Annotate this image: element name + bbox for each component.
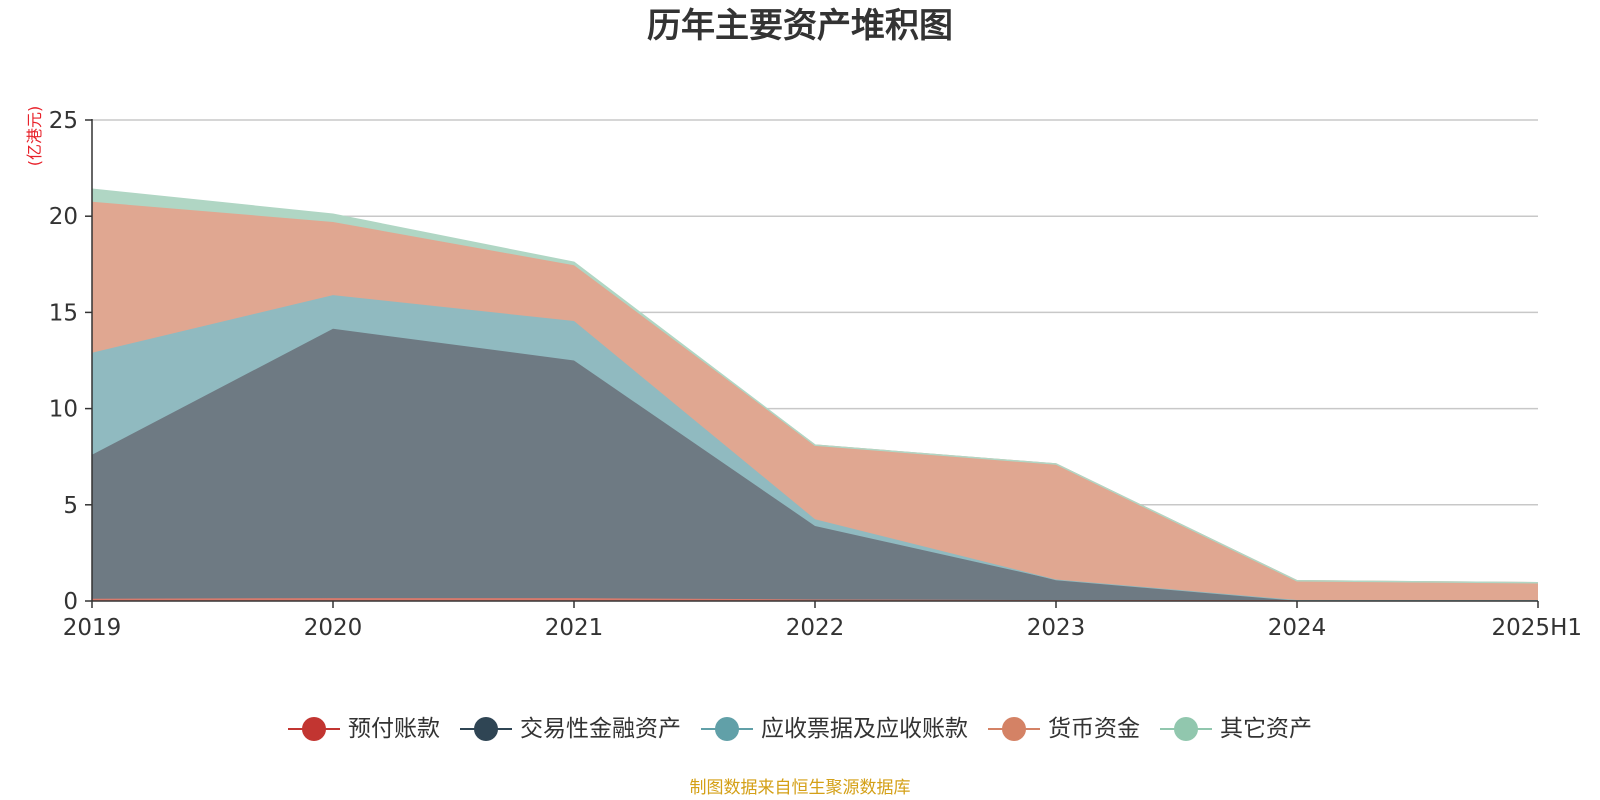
- legend-label: 预付账款: [348, 716, 440, 742]
- legend: 预付账款 交易性金融资产 应收票据及应收账款 货币资金 其它资产: [0, 714, 1600, 744]
- y-tick-label: 25: [49, 108, 78, 134]
- y-tick-label: 10: [49, 397, 78, 423]
- legend-label: 货币资金: [1048, 716, 1140, 742]
- x-tick-label: 2020: [304, 615, 363, 641]
- x-tick-label: 2022: [786, 615, 845, 641]
- area-series-2: [92, 295, 1538, 601]
- legend-label: 应收票据及应收账款: [761, 716, 968, 742]
- area-edge-series-4: [91, 188, 1539, 584]
- legend-marker-icon: [288, 714, 340, 744]
- legend-item-0[interactable]: 预付账款: [288, 714, 440, 744]
- x-tick-label: 2023: [1027, 615, 1086, 641]
- area-series-3: [92, 201, 1538, 601]
- area-layer: [91, 188, 1539, 601]
- axes: 0 5 10 15 20 25 2019 2020 2021 2022 2023 2024 2025H1: [49, 108, 1582, 641]
- x-tick-label: 2025H1: [1492, 615, 1582, 641]
- legend-item-1[interactable]: 交易性金融资产: [460, 714, 681, 744]
- legend-marker-icon: [460, 714, 512, 744]
- legend-item-2[interactable]: 应收票据及应收账款: [701, 714, 968, 744]
- legend-marker-icon: [701, 714, 753, 744]
- y-tick-label: 20: [49, 204, 78, 230]
- x-tick-label: 2021: [545, 615, 604, 641]
- y-tick-label: 0: [63, 589, 78, 615]
- legend-item-4[interactable]: 其它资产: [1160, 714, 1312, 744]
- legend-label: 交易性金融资产: [520, 716, 681, 742]
- x-tick-label: 2019: [63, 615, 122, 641]
- legend-item-3[interactable]: 货币资金: [988, 714, 1140, 744]
- x-tick-label: 2024: [1268, 615, 1327, 641]
- chart-title: 历年主要资产堆积图: [647, 6, 953, 46]
- legend-label: 其它资产: [1220, 716, 1312, 742]
- y-tick-label: 15: [49, 300, 78, 326]
- source-note: 制图数据来自恒生聚源数据库: [689, 778, 911, 798]
- legend-marker-icon: [1160, 714, 1212, 744]
- y-tick-label: 5: [63, 493, 78, 519]
- area-series-1: [92, 328, 1538, 601]
- legend-marker-icon: [988, 714, 1040, 744]
